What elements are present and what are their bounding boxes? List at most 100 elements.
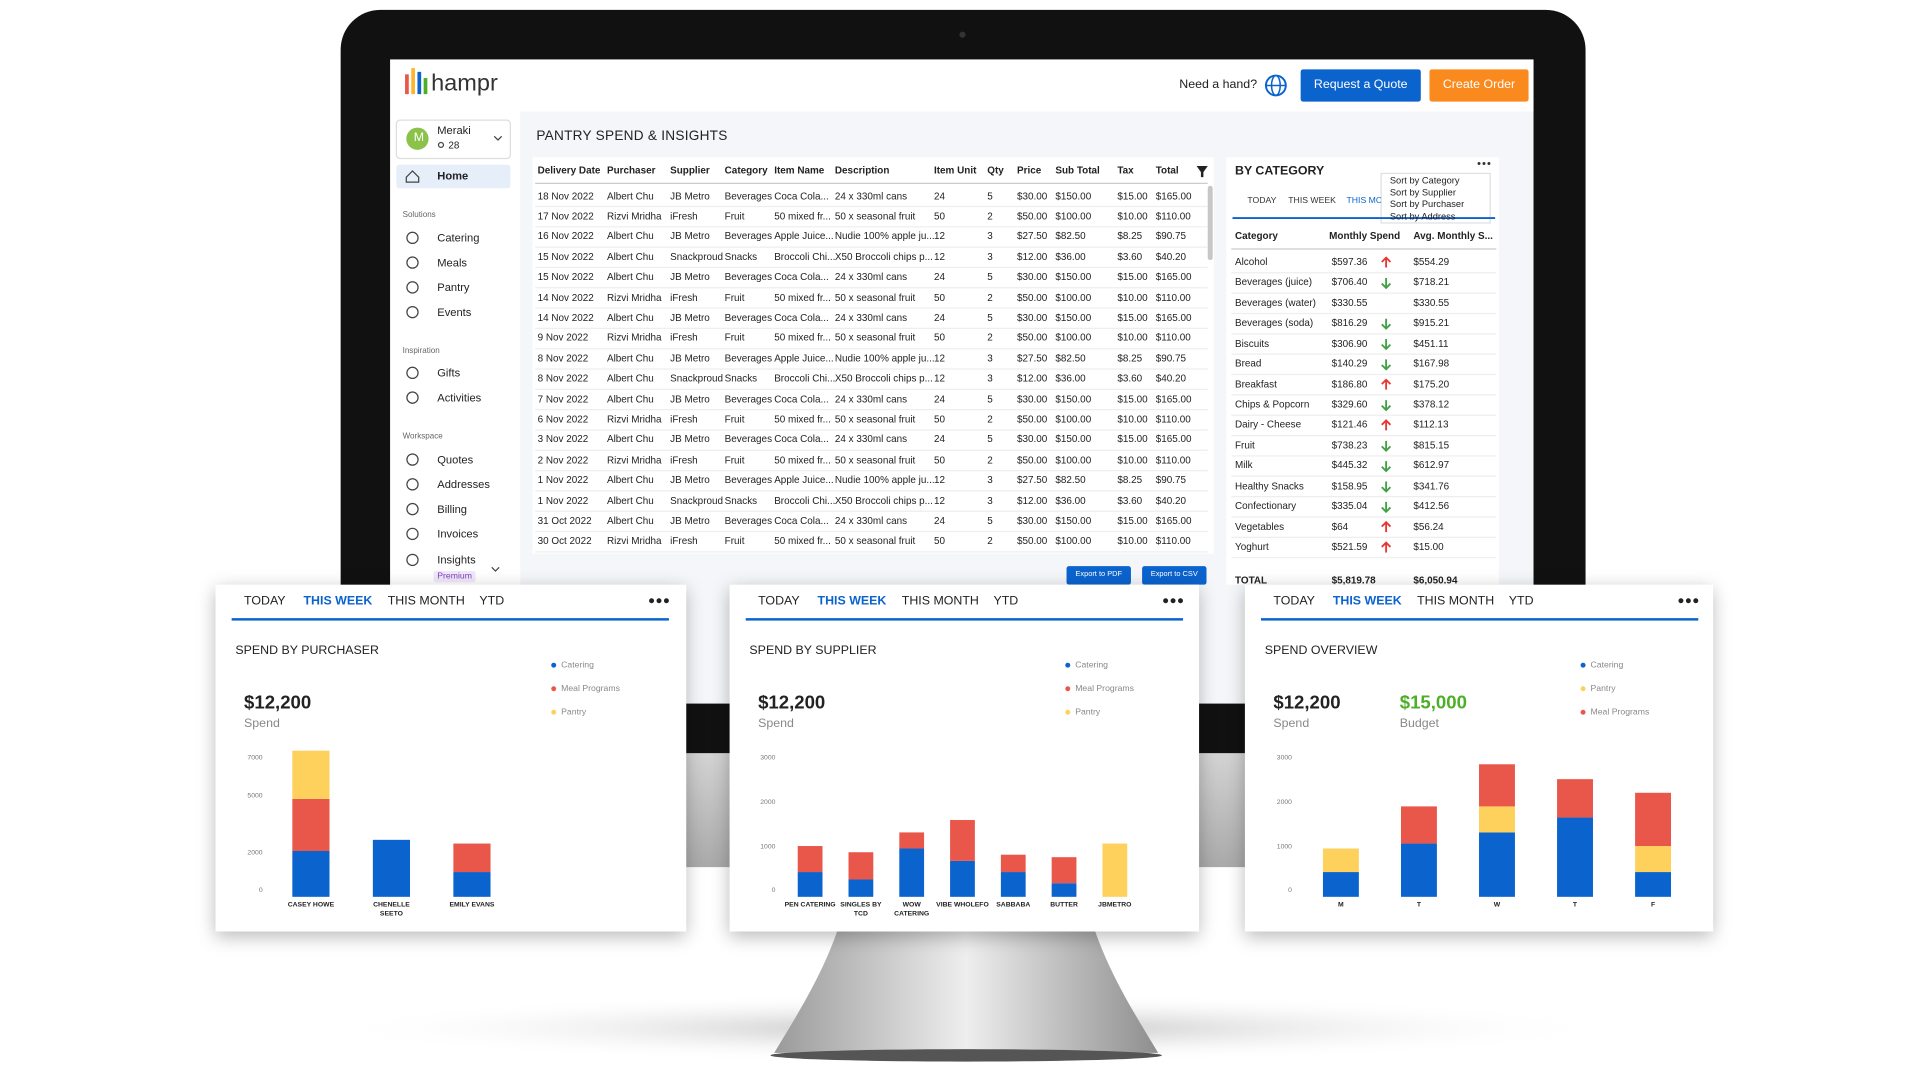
- table-cell: $165.00: [1155, 190, 1192, 202]
- table-cell: JB Metro: [670, 515, 710, 527]
- panel-title: BY CATEGORY: [1234, 164, 1325, 179]
- table-cell: $27.50: [1016, 474, 1048, 486]
- bar-segment: [1000, 854, 1026, 873]
- nav-item: Activities: [437, 390, 482, 404]
- user-icon: [437, 141, 445, 149]
- nav-icon: [406, 231, 419, 245]
- menu-dot: [663, 598, 669, 604]
- table-cell: $36.00: [1055, 494, 1086, 507]
- table-cell: 50 mixed fr...: [774, 535, 831, 547]
- table-cell: JB Metro: [670, 352, 710, 364]
- table-cell: Fruit: [724, 535, 745, 547]
- filter-icon[interactable]: [1196, 165, 1208, 178]
- table-cell: Nudie 100% apple ju...: [834, 230, 935, 242]
- menu-dot: [656, 598, 662, 604]
- card-tab[interactable]: YTD: [1508, 593, 1534, 608]
- column-header: Purchaser: [606, 164, 656, 176]
- table-cell: Fruit: [724, 413, 745, 425]
- nav-item: Quotes: [437, 452, 474, 466]
- more-menu[interactable]: [649, 598, 669, 604]
- bar-segment: [848, 852, 874, 880]
- bar-segment: [1322, 848, 1359, 873]
- account-name: Meraki: [437, 123, 471, 136]
- table-cell: 24 x 330ml cans: [834, 433, 908, 446]
- quote-button[interactable]: Request a Quote: [1300, 69, 1421, 102]
- table-cell: Apple Juice...: [774, 352, 834, 364]
- category-name: Beverages (soda): [1234, 317, 1314, 329]
- table-cell: Snacks: [724, 372, 758, 385]
- table-cell: $15.00: [1117, 393, 1148, 405]
- export-button[interactable]: Export to PDF: [1066, 566, 1131, 585]
- panel-tab[interactable]: TODAY: [1247, 196, 1277, 206]
- table-cell: Coca Cola...: [774, 190, 829, 202]
- bar-segment: [899, 848, 925, 897]
- table-cell: Apple Juice...: [774, 474, 834, 486]
- card-tab[interactable]: YTD: [479, 593, 505, 608]
- card-tab[interactable]: THIS WEEK: [817, 593, 887, 608]
- table-cell: Beverages: [724, 190, 773, 202]
- bar-segment: [1000, 872, 1026, 897]
- card-tab[interactable]: TODAY: [758, 593, 800, 608]
- table-cell: Albert Chu: [606, 352, 654, 364]
- nav-item: Gifts: [437, 366, 461, 379]
- table-cell: $12.00: [1016, 494, 1048, 507]
- y-tick-label: 7000: [247, 754, 263, 763]
- card-tab[interactable]: THIS WEEK: [1332, 593, 1402, 608]
- nav-item: Billing: [437, 502, 468, 515]
- table-cell: $15.00: [1117, 433, 1148, 446]
- card-tab[interactable]: YTD: [993, 593, 1019, 608]
- category-panel: [1226, 157, 1499, 585]
- more-menu[interactable]: [1678, 598, 1699, 604]
- card-tab[interactable]: TODAY: [244, 593, 286, 608]
- table-cell: $110.00: [1155, 210, 1191, 222]
- table-cell: $8.25: [1117, 230, 1143, 242]
- table-cell: Snackproud: [670, 494, 724, 507]
- more-menu[interactable]: [1163, 598, 1183, 604]
- table-cell: 8 Nov 2022: [537, 352, 589, 364]
- category-name: Beverages (juice): [1234, 276, 1313, 288]
- monthly-spend: $306.90: [1331, 337, 1368, 349]
- table-cell: Fruit: [724, 454, 745, 466]
- table-cell: Apple Juice...: [774, 230, 834, 242]
- x-tick-label: PEN CATERING: [784, 901, 836, 910]
- table-cell: $50.00: [1016, 454, 1048, 466]
- table-cell: Coca Cola...: [774, 393, 829, 405]
- card-tab[interactable]: THIS MONTH: [901, 593, 979, 608]
- panel-tab[interactable]: THIS MONTH: [1346, 196, 1381, 206]
- average-spend: $167.98: [1413, 358, 1450, 370]
- table-cell: 24 x 330ml cans: [834, 515, 908, 527]
- scrollbar[interactable]: [1207, 185, 1213, 261]
- table-cell: $110.00: [1155, 291, 1191, 303]
- legend-swatch: [1580, 686, 1586, 692]
- bar-segment: [372, 840, 411, 897]
- bar-segment: [1557, 817, 1593, 897]
- home-highlight: [396, 164, 511, 189]
- export-button[interactable]: Export to CSV: [1142, 566, 1207, 585]
- table-cell: 15 Nov 2022: [537, 271, 594, 283]
- table-cell: 24: [933, 433, 946, 446]
- table-cell: Beverages: [724, 230, 773, 242]
- card-tab[interactable]: THIS MONTH: [387, 593, 465, 608]
- card-tab[interactable]: TODAY: [1273, 593, 1315, 608]
- bar-segment: [848, 879, 874, 897]
- table-cell: 24: [933, 515, 946, 527]
- order-button[interactable]: Create Order: [1429, 69, 1529, 102]
- monthly-spend: $329.60: [1331, 398, 1368, 411]
- table-cell: Rizvi Mridha: [606, 291, 662, 303]
- table-cell: JB Metro: [670, 393, 710, 405]
- table-cell: $50.00: [1016, 210, 1048, 222]
- table-cell: $3.60: [1117, 372, 1143, 385]
- average-spend: $56.24: [1413, 520, 1444, 533]
- trend-up: [1381, 378, 1392, 390]
- logo-bar: [423, 78, 428, 95]
- panel-tab[interactable]: THIS WEEK: [1288, 196, 1336, 206]
- table-cell: 50: [933, 332, 946, 344]
- account-box[interactable]: [395, 119, 511, 160]
- monthly-spend: $140.29: [1331, 358, 1368, 370]
- table-cell: Beverages: [724, 433, 773, 446]
- card-tab[interactable]: THIS MONTH: [1417, 593, 1495, 608]
- card-tab[interactable]: THIS WEEK: [303, 593, 373, 608]
- chart-card: TODAY THIS WEEK THIS MONTH YTD SPEND BY SUPP…: [729, 584, 1200, 932]
- bar-segment: [950, 861, 975, 897]
